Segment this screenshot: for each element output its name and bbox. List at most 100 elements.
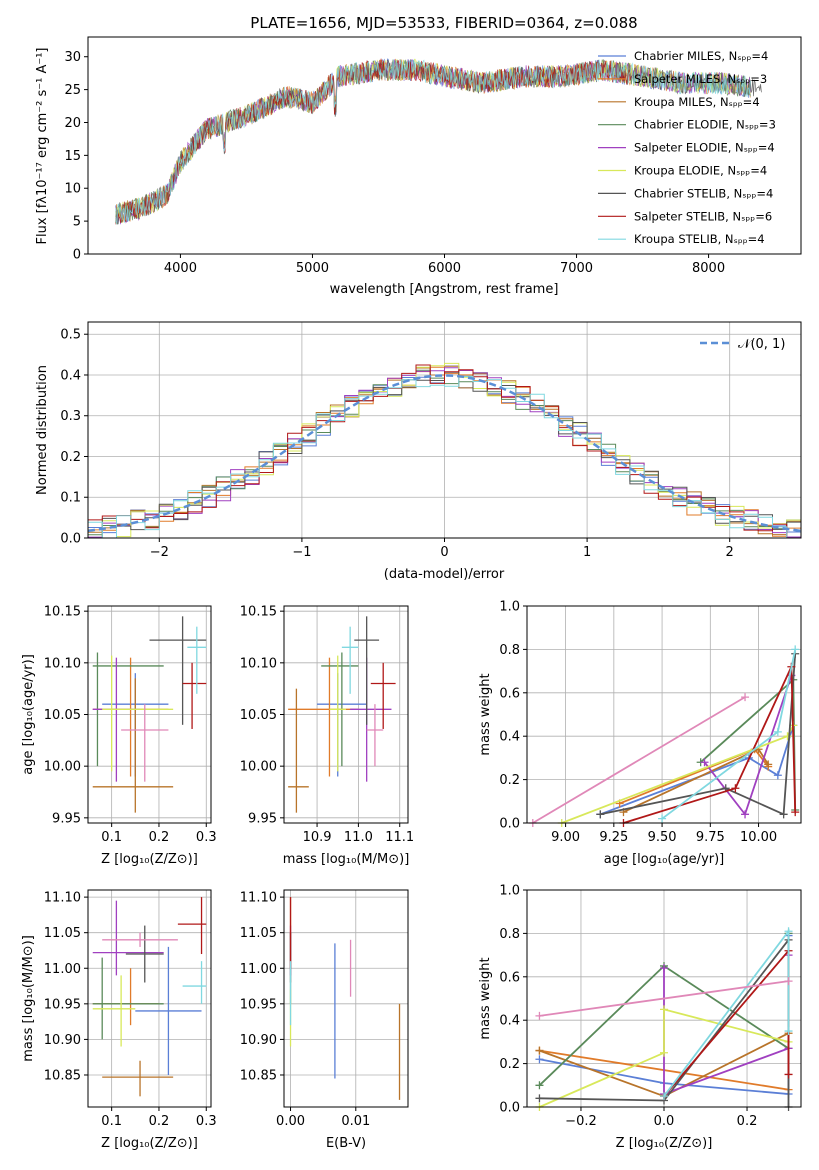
spectrum-x-tick-label: 5000 [296,261,329,276]
weight-vs-age-y-tick-label: 0.2 [499,773,520,788]
age-vs-z-y-tick-label: 10.10 [44,656,81,671]
weight-vs-z-point-marker [784,1027,793,1036]
mass-vs-z-x-tick-label: 0.2 [149,1114,170,1129]
age-vs-mass-y-tick-label: 9.95 [248,811,277,826]
spectrum-legend-label: Kroupa ELODIE, Nₛₚₚ=4 [634,164,767,178]
histogram-step-salpeter-stelib [88,364,801,539]
histogram-y-tick-label: 0.0 [60,532,81,547]
age-vs-mass-y-tick-label: 10.10 [240,656,277,671]
weight-vs-z-point-marker [660,1092,668,1101]
age-vs-z-x-tick-label: 0.2 [149,830,170,845]
weight-vs-z-point-marker [535,1081,544,1090]
weight-vs-age-point-marker [791,808,800,817]
age-vs-z-y-tick-label: 9.95 [52,811,81,826]
spectrum-frame [87,36,802,255]
weight-vs-age-frame [526,605,802,824]
spectrum-y-tick-label: 25 [64,83,81,98]
weight-vs-z-x-tick-label: 0.2 [737,1114,758,1129]
weight-vs-z-point-marker [660,1005,668,1014]
weight-vs-age-point-marker [596,810,605,819]
weight-vs-z-point-marker [660,964,668,973]
age-vs-z-xlabel: Z [log₁₀(Z/Z⊙)] [101,852,198,867]
age-vs-mass-xlabel: mass [log₁₀(M/M⊙)] [283,852,410,867]
weight-vs-z-point-marker [535,1011,544,1020]
spectrum-legend-label: Chabrier ELODIE, Nₛₚₚ=3 [634,118,776,132]
residual-histogram-panel: (data-model)/error Normed distribution [35,365,505,582]
weight-vs-age-y-tick-label: 0.0 [499,817,520,832]
weight-vs-age-point-marker [783,732,792,741]
weight-vs-z-point-marker [535,1055,544,1064]
age-vs-z-x-tick-label: 0.3 [196,830,217,845]
weight-vs-z-series-line [539,1008,789,1108]
weight-vs-z-series-line [663,948,790,1097]
weight-vs-age-point-marker [764,760,773,769]
age-vs-mass-x-tick-label: 11.0 [344,830,373,845]
weight-vs-age-point-marker [731,784,740,793]
mass-vs-ebv-y-tick-label: 10.95 [240,997,277,1012]
spectrum-y-tick-label: 5 [73,215,81,230]
weight-vs-age-series-line [532,696,746,824]
weight-vs-z-point-marker [535,1094,544,1103]
spectrum-line-salpeter-stelib [115,58,632,225]
weight-vs-z-x-tick-label: 0.0 [654,1114,675,1129]
age-vs-z-y-tick-label: 10.00 [44,760,81,775]
age-vs-z-x-tick-label: 0.1 [101,830,122,845]
weight-vs-age-point-marker [791,645,800,654]
weight-vs-z-point-marker [784,1070,793,1079]
weight-vs-z-xlabel: Z [log₁₀(Z/Z⊙)] [616,1136,713,1151]
histogram-y-tick-label: 0.3 [60,409,81,424]
weight-vs-z-y-tick-label: 0.2 [499,1057,520,1072]
spectrum-x-tick-label: 6000 [428,261,461,276]
mass-vs-z-frame [87,889,212,1108]
mass-vs-z-x-tick-label: 0.1 [101,1114,122,1129]
mass-vs-z-y-tick-label: 10.85 [44,1068,81,1083]
histogram-frame [87,321,802,539]
mass-vs-z-y-tick-label: 11.10 [44,891,81,906]
weight-vs-z-y-tick-label: 0.8 [499,927,520,942]
weight-vs-age-x-tick-label: 9.75 [696,830,725,845]
weight-vs-age-point-marker [741,693,750,702]
mass-vs-ebv-y-tick-label: 10.85 [240,1068,277,1083]
spectrum-legend-label: Salpeter ELODIE, Nₛₚₚ=4 [634,141,775,155]
age-vs-z-ylabel: age [log₁₀(age/yr)] [21,654,36,775]
age-vs-mass-y-tick-label: 10.15 [240,605,277,620]
age-vs-mass-frame [283,605,409,824]
spectrum-legend-label: Kroupa STELIB, Nₛₚₚ=4 [634,232,765,246]
spectrum-panel: PLATE=1656, MJD=53533, FIBERID=0364, z=0… [35,14,638,297]
histogram-ylabel: Normed distribution [35,365,50,495]
spectrum-y-tick-label: 10 [64,182,81,197]
mass-vs-z-y-tick-label: 11.05 [44,926,81,941]
weight-vs-age-x-tick-label: 9.00 [551,830,580,845]
age-vs-mass-y-tick-label: 10.05 [240,708,277,723]
histogram-y-tick-label: 0.2 [60,450,81,465]
histogram-step-kroupa-stelib [88,375,801,539]
mass-vs-ebv-x-tick-label: 0.01 [341,1114,370,1129]
histogram-legend-label: 𝒩(0, 1) [738,337,785,352]
age-vs-mass-x-tick-label: 11.1 [385,830,414,845]
mass-vs-ebv-y-tick-label: 10.90 [240,1033,277,1048]
weight-vs-age-series-line [599,725,795,816]
weight-vs-age-point-marker [741,810,750,819]
weight-vs-z-frame [526,889,802,1108]
weight-vs-age-point-marker [658,814,667,823]
weight-vs-age-y-tick-label: 0.4 [499,730,520,745]
weight-vs-age-y-tick-label: 1.0 [499,600,520,615]
weight-vs-z-y-tick-label: 0.4 [499,1014,520,1029]
weight-vs-z-x-tick-label: −0.2 [565,1114,597,1129]
age-vs-mass-x-tick-label: 10.9 [303,830,332,845]
mass-vs-ebv-y-tick-label: 11.05 [240,926,277,941]
spectrum-line-kroupa-stelib [115,59,751,225]
spectrum-legend-label: Chabrier MILES, Nₛₚₚ=4 [634,49,768,63]
weight-vs-age-series-line [600,653,797,816]
spectrum-y-tick-label: 30 [64,50,81,65]
weight-vs-age-x-tick-label: 9.25 [599,830,628,845]
spectrum-x-tick-label: 8000 [692,261,725,276]
weight-vs-z-y-tick-label: 0.0 [499,1101,520,1116]
weight-vs-age-point-marker [773,771,782,780]
spectrum-title: PLATE=1656, MJD=53533, FIBERID=0364, z=0… [250,14,637,32]
mass-vs-z-y-tick-label: 10.90 [44,1033,81,1048]
mass-vs-ebv-xlabel: E(B-V) [326,1136,366,1151]
age-vs-z-y-tick-label: 10.15 [44,605,81,620]
weight-vs-age-ylabel: mass weight [478,673,493,755]
weight-vs-age-xlabel: age [log₁₀(age/yr)] [604,852,725,867]
